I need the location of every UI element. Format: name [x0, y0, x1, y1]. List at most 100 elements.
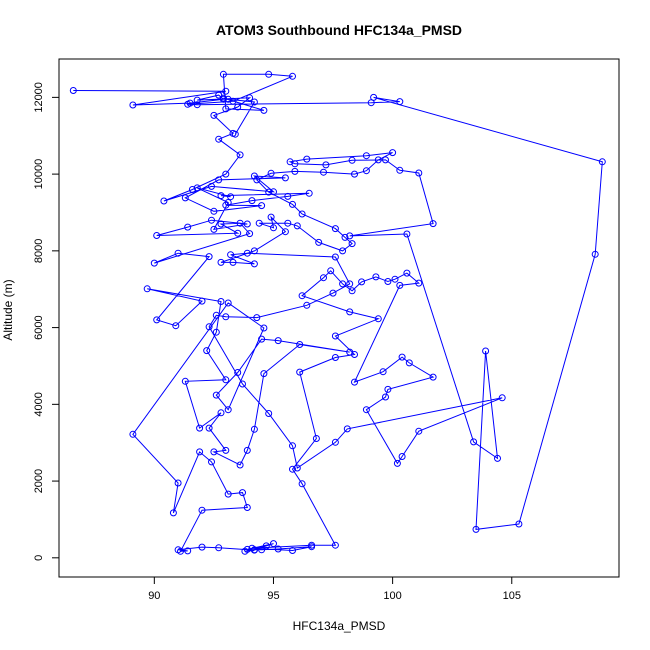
data-point: [198, 506, 206, 514]
data-point: [239, 380, 246, 388]
data-point: [265, 70, 273, 78]
data-point: [222, 446, 230, 454]
data-point: [393, 459, 401, 467]
data-point: [405, 359, 413, 367]
data-point: [429, 373, 437, 381]
series-line: [73, 73, 603, 552]
data-point: [250, 247, 258, 255]
data-point: [281, 228, 289, 236]
x-tick-label: 95: [267, 590, 279, 602]
data-point: [217, 258, 225, 266]
data-point: [212, 328, 220, 336]
data-point: [398, 453, 406, 460]
data-point: [153, 232, 161, 239]
data-point: [598, 158, 606, 166]
data-point: [415, 427, 423, 435]
data-point: [384, 385, 392, 393]
data-point: [415, 279, 423, 287]
data-point: [229, 97, 237, 105]
data-point: [208, 216, 215, 224]
data-series: [69, 70, 606, 555]
data-point: [289, 72, 296, 80]
data-point: [367, 99, 375, 107]
data-point: [320, 274, 327, 282]
data-point: [374, 315, 382, 323]
data-point: [296, 368, 304, 376]
data-point: [348, 287, 356, 295]
data-point: [181, 377, 189, 385]
data-point: [253, 176, 261, 184]
data-point: [219, 94, 227, 102]
y-tick-label: 2000: [33, 469, 45, 493]
data-point: [494, 454, 501, 462]
data-point: [322, 161, 330, 169]
data-point: [331, 225, 339, 233]
data-point: [362, 167, 370, 175]
y-axis: 0 2000 4000 6000 8000 10000 12000: [33, 82, 60, 561]
data-point: [143, 285, 151, 293]
y-tick-label: 6000: [33, 315, 45, 339]
data-point: [515, 520, 523, 528]
data-point: [270, 188, 277, 196]
data-point: [291, 160, 299, 168]
data-point: [248, 197, 256, 205]
data-point: [246, 230, 254, 238]
data-point: [284, 192, 292, 200]
data-point: [215, 544, 223, 552]
data-point: [222, 376, 230, 384]
data-point: [172, 322, 180, 330]
data-point: [255, 219, 263, 227]
data-point: [210, 448, 218, 456]
data-point: [281, 174, 289, 182]
data-point: [227, 193, 235, 201]
x-axis-label: HFC134a_PMSD: [293, 619, 386, 633]
data-point: [215, 135, 223, 143]
data-point: [215, 176, 223, 184]
data-point: [391, 275, 399, 283]
x-axis: 90 95 100 105: [148, 576, 521, 602]
y-tick-label: 10000: [33, 159, 45, 190]
data-point: [153, 316, 161, 324]
data-point: [331, 253, 339, 261]
data-point: [343, 425, 351, 433]
data-point: [384, 278, 392, 285]
data-point: [150, 259, 158, 267]
data-point: [331, 541, 339, 549]
data-point: [243, 446, 251, 454]
data-point: [346, 308, 354, 316]
data-point: [227, 251, 235, 259]
data-point: [224, 406, 232, 414]
data-point: [382, 156, 389, 164]
data-point: [260, 106, 268, 114]
data-point: [250, 260, 258, 268]
data-point: [315, 238, 323, 246]
data-point: [389, 149, 397, 157]
data-point: [291, 167, 299, 175]
data-point: [181, 194, 189, 202]
data-point: [184, 223, 192, 231]
data-point: [270, 224, 277, 232]
data-point: [210, 207, 218, 215]
data-point: [208, 182, 215, 190]
data-point: [296, 341, 304, 348]
data-point: [267, 169, 275, 177]
data-point: [205, 253, 213, 261]
data-point: [239, 489, 246, 497]
data-point: [348, 240, 356, 248]
data-point: [351, 170, 358, 178]
data-point: [265, 188, 273, 196]
data-point: [303, 155, 311, 163]
data-point: [174, 479, 182, 487]
data-point: [303, 301, 311, 309]
x-tick-label: 105: [503, 590, 521, 602]
data-point: [222, 170, 230, 178]
data-point: [382, 393, 389, 401]
data-point: [196, 448, 204, 456]
data-point: [346, 232, 354, 240]
data-point: [482, 347, 490, 355]
data-point: [346, 280, 354, 288]
data-point: [231, 130, 239, 138]
data-point: [265, 410, 273, 417]
data-point: [224, 490, 232, 498]
